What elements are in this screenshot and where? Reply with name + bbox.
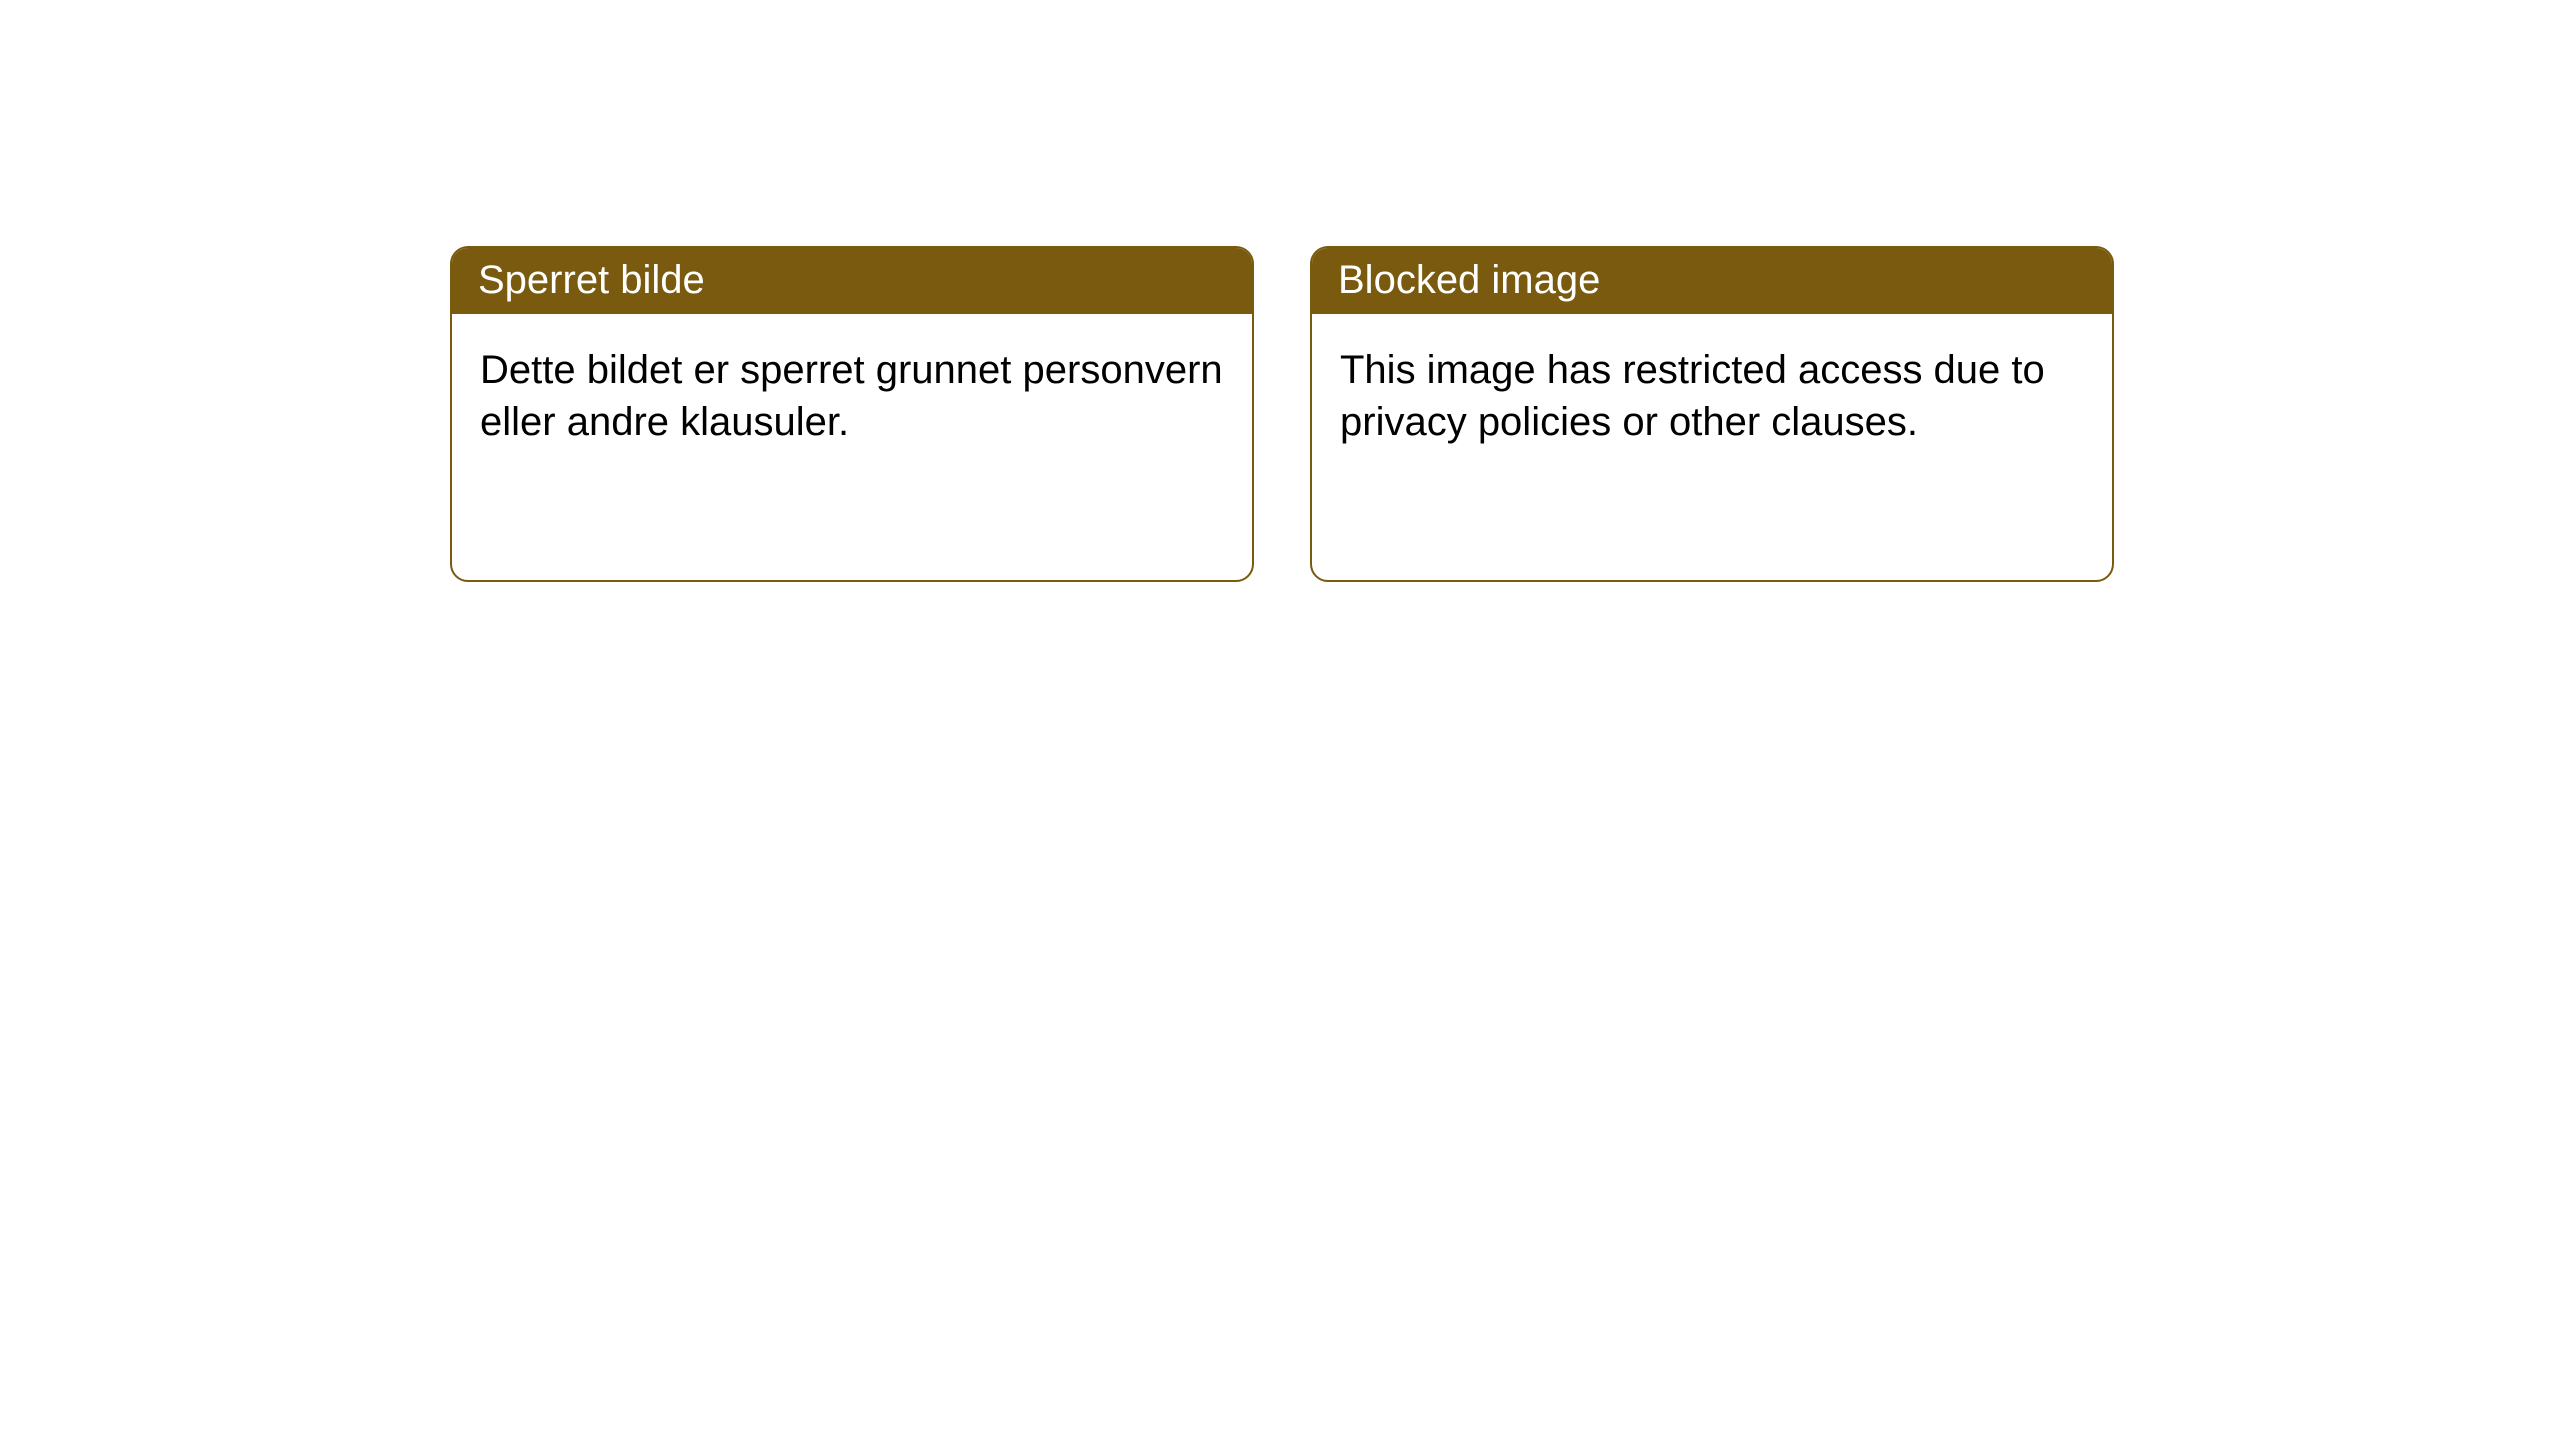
notice-card-norwegian: Sperret bilde Dette bildet er sperret gr… [450, 246, 1254, 582]
card-body-norwegian: Dette bildet er sperret grunnet personve… [452, 314, 1252, 478]
notice-container: Sperret bilde Dette bildet er sperret gr… [0, 0, 2560, 582]
card-body-english: This image has restricted access due to … [1312, 314, 2112, 478]
card-header-norwegian: Sperret bilde [452, 248, 1252, 314]
notice-card-english: Blocked image This image has restricted … [1310, 246, 2114, 582]
card-header-english: Blocked image [1312, 248, 2112, 314]
